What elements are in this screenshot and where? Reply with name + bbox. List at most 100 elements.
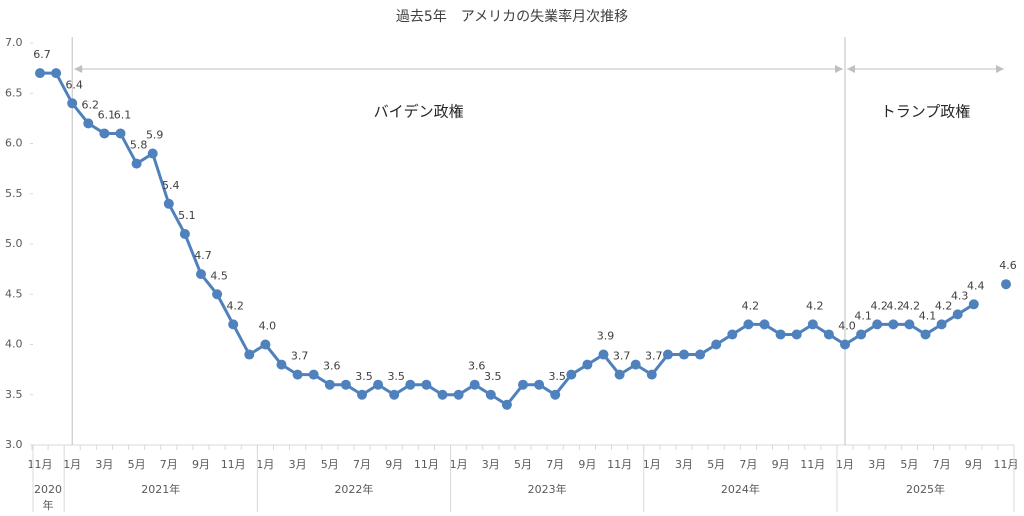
data-label: 3.5: [387, 370, 405, 383]
line: [40, 73, 1006, 405]
x-tick-label: 7月: [546, 458, 564, 471]
x-tick-label: 11月: [221, 458, 246, 471]
x-tick-label: 1月: [450, 458, 468, 471]
data-label: 4.1: [919, 309, 937, 322]
data-label: 6.4: [65, 78, 83, 91]
point: [743, 319, 754, 330]
data-label: 3.7: [613, 350, 631, 363]
data-label: 6.1: [114, 108, 132, 121]
year-label: 2023年: [528, 482, 567, 496]
x-tick-label: 3月: [482, 458, 500, 471]
point: [775, 329, 786, 340]
admin-label: トランプ政権: [881, 103, 971, 121]
year-label: 2025年: [906, 482, 945, 496]
data-label: 4.0: [259, 320, 277, 333]
x-tick-label: 9月: [965, 458, 983, 471]
point: [662, 349, 673, 360]
x-tick-label: 1月: [643, 458, 661, 471]
point: [147, 148, 158, 159]
data-label: 5.9: [146, 129, 164, 142]
data-label: 4.2: [903, 299, 921, 312]
point: [469, 379, 480, 390]
point: [115, 128, 126, 139]
y-tick-label: 7.0: [5, 36, 23, 49]
data-label: 5.1: [178, 209, 196, 222]
point: [228, 319, 239, 330]
x-tick-label: 7月: [160, 458, 178, 471]
point: [888, 319, 899, 330]
x-tick-label: 3月: [675, 458, 693, 471]
data-label: 4.2: [870, 299, 888, 312]
x-tick-label: 1月: [836, 458, 854, 471]
point: [67, 98, 78, 109]
x-tick-label: 11月: [607, 458, 632, 471]
point: [1001, 279, 1011, 290]
point: [614, 369, 625, 380]
data-label: 3.6: [323, 360, 341, 373]
point: [920, 329, 931, 340]
data-label: 4.6: [999, 259, 1017, 272]
data-label: 4.2: [806, 299, 824, 312]
x-tick-label: 1月: [256, 458, 274, 471]
point: [550, 389, 561, 400]
y-tick-label: 6.0: [5, 137, 23, 150]
point: [598, 349, 609, 360]
point: [679, 349, 689, 360]
data-label: 4.2: [887, 299, 905, 312]
point: [968, 299, 979, 310]
x-tick-label: 1月: [63, 458, 81, 471]
data-label: 4.0: [838, 320, 856, 333]
year-label: 2024年: [721, 482, 760, 496]
data-label: 3.6: [468, 360, 486, 373]
x-tick-label: 7月: [933, 458, 951, 471]
y-tick-label: 6.5: [5, 86, 23, 99]
data-label: 6.7: [33, 48, 51, 61]
data-label: 4.2: [742, 299, 760, 312]
point: [212, 289, 223, 300]
point: [807, 319, 818, 330]
point: [35, 68, 45, 79]
data-label: 4.5: [210, 269, 228, 282]
y-tick-label: 5.5: [5, 187, 23, 200]
data-label: 4.2: [226, 299, 244, 312]
x-tick-label: 5月: [321, 458, 339, 471]
point: [727, 329, 738, 340]
point: [695, 349, 706, 360]
point: [582, 359, 593, 370]
year-label: 2020 年: [34, 483, 62, 512]
point: [179, 228, 190, 239]
data-label: 3.9: [597, 330, 615, 343]
point: [51, 68, 62, 79]
data-label: 5.4: [162, 179, 180, 192]
data-label: 4.3: [951, 289, 969, 302]
data-label: 4.4: [967, 279, 985, 292]
y-tick-label: 3.5: [5, 388, 23, 401]
data-label: 5.8: [130, 139, 148, 152]
data-label: 3.7: [645, 350, 663, 363]
year-label: 2022年: [334, 482, 373, 496]
point: [421, 379, 432, 390]
point: [840, 339, 850, 350]
x-tick-label: 5月: [128, 458, 146, 471]
point: [357, 389, 367, 400]
x-tick-label: 9月: [385, 458, 403, 471]
point: [759, 319, 770, 330]
x-tick-label: 3月: [95, 458, 113, 471]
point: [83, 118, 94, 129]
data-label: 6.2: [82, 98, 100, 111]
data-label: 3.7: [291, 350, 309, 363]
point: [501, 399, 512, 410]
point: [99, 128, 110, 139]
data-label: 3.5: [484, 370, 502, 383]
data-label: 4.7: [194, 249, 212, 262]
x-tick-label: 7月: [353, 458, 371, 471]
x-tick-label: 11月: [28, 458, 53, 471]
admin-label: バイデン政権: [374, 103, 464, 121]
y-tick-label: 3.0: [5, 438, 23, 451]
y-tick-label: 4.0: [5, 338, 23, 351]
point: [485, 389, 496, 400]
x-tick-label: 3月: [289, 458, 307, 471]
point: [244, 349, 255, 360]
point: [405, 379, 416, 390]
